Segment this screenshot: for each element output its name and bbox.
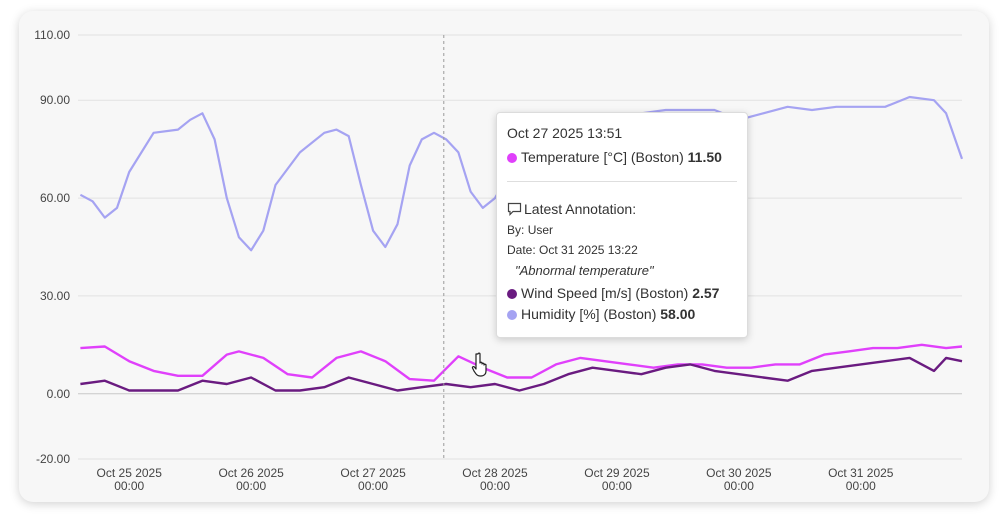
x-tick-label: Oct 27 2025: [340, 466, 406, 480]
x-tick-time: 00:00: [480, 479, 510, 493]
tooltip-temperature-label: Temperature [°C] (Boston): [521, 149, 684, 165]
series-lines: [79, 95, 964, 392]
x-tick-label: Oct 30 2025: [706, 466, 772, 480]
y-tick-label: 0.00: [47, 387, 71, 401]
series-line[interactable]: [80, 356, 963, 392]
series-line[interactable]: [79, 95, 964, 252]
tooltip-temperature-value: 11.50: [687, 149, 722, 165]
annotation-date-value: Oct 31 2025 13:22: [539, 243, 638, 257]
tooltip-humidity-value: 58.00: [660, 306, 696, 322]
tooltip-wind-label: Wind Speed [m/s] (Boston): [521, 285, 689, 301]
x-tick-time: 00:00: [724, 479, 754, 493]
wind-dot: [507, 289, 517, 299]
comment-icon: [507, 201, 524, 217]
x-tick-label: Oct 26 2025: [218, 466, 284, 480]
tooltip-wind-value: 2.57: [692, 285, 720, 301]
temperature-dot: [507, 153, 517, 163]
tooltip-temperature-row: Temperature [°C] (Boston) 11.50: [507, 149, 722, 165]
x-tick-time: 00:00: [358, 479, 388, 493]
y-tick-label: 110.00: [34, 28, 70, 42]
humidity-dot: [507, 310, 517, 320]
x-tick-label: Oct 31 2025: [828, 466, 894, 480]
y-tick-label: 90.00: [40, 93, 70, 107]
by-value: User: [527, 223, 554, 237]
x-tick-label: Oct 29 2025: [584, 466, 650, 480]
chart-tooltip: Oct 27 2025 13:51 Temperature [°C] (Bost…: [496, 112, 748, 338]
by-label: By:: [507, 223, 525, 237]
y-tick-label: 30.00: [40, 289, 70, 303]
tooltip-divider: [507, 181, 737, 182]
series-line[interactable]: [80, 343, 963, 382]
y-axis-labels: 110.00 90.00 60.00 30.00 0.00 -20.00: [34, 28, 70, 466]
annotation-title-text: Latest Annotation:: [524, 201, 637, 217]
x-tick-time: 00:00: [236, 479, 266, 493]
x-tick-time: 00:00: [602, 479, 632, 493]
tooltip-annotation-by: By: User: [507, 223, 553, 237]
y-tick-label: 60.00: [40, 191, 70, 205]
tooltip-humidity-label: Humidity [%] (Boston): [521, 306, 657, 322]
x-tick-time: 00:00: [114, 479, 144, 493]
tooltip-wind-row: Wind Speed [m/s] (Boston) 2.57: [507, 285, 719, 301]
tooltip-annotation-note: "Abnormal temperature": [515, 263, 654, 278]
tooltip-date: Oct 27 2025 13:51: [507, 125, 623, 141]
hand-pointer-icon: [470, 352, 490, 383]
x-tick-label: Oct 28 2025: [462, 466, 528, 480]
y-tick-label: -20.00: [36, 452, 70, 466]
tooltip-annotation-date: Date: Oct 31 2025 13:22: [507, 243, 638, 257]
tooltip-annotation-title: Latest Annotation:: [507, 201, 636, 217]
tooltip-humidity-row: Humidity [%] (Boston) 58.00: [507, 306, 695, 322]
x-tick-time: 00:00: [846, 479, 876, 493]
x-tick-label: Oct 25 2025: [97, 466, 163, 480]
annotation-date-label: Date:: [507, 243, 536, 257]
